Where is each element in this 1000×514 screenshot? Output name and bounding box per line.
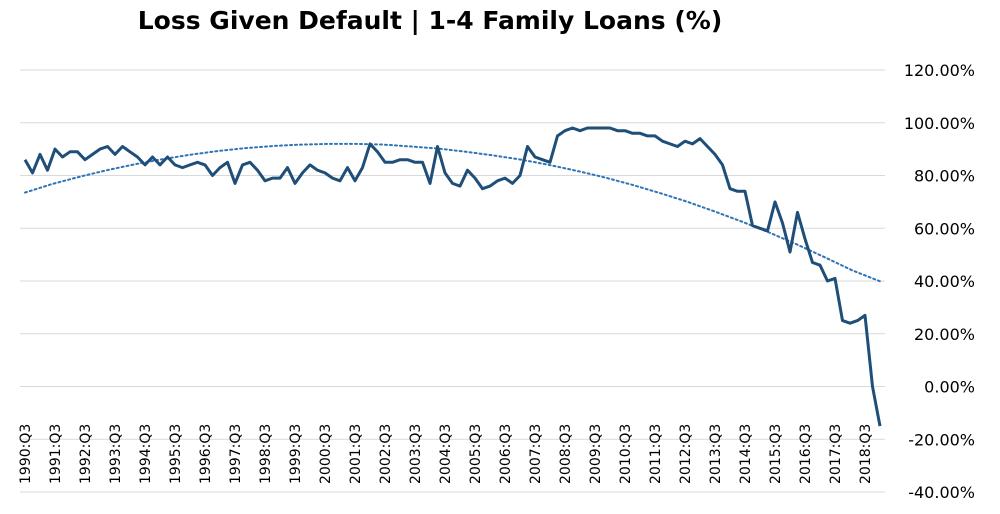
x-tick-label: 2003:Q3 xyxy=(408,424,424,484)
y-tick-label: 60.00% xyxy=(914,219,975,238)
y-tick-label: 120.00% xyxy=(904,61,975,80)
x-tick-label: 2018:Q3 xyxy=(858,424,874,484)
x-tick-label: 1992:Q3 xyxy=(78,424,94,484)
x-tick-label: 1991:Q3 xyxy=(48,424,64,484)
x-tick-label: 1994:Q3 xyxy=(138,424,154,484)
y-tick-label: 80.00% xyxy=(914,167,975,186)
x-tick-label: 2000:Q3 xyxy=(318,424,334,484)
x-tick-label: 2012:Q3 xyxy=(678,424,694,484)
trend-line xyxy=(24,142,881,283)
x-tick-label: 1999:Q3 xyxy=(288,424,304,484)
series-line xyxy=(23,126,882,427)
x-tick-label: 2010:Q3 xyxy=(618,424,634,484)
y-tick-label: 0.00% xyxy=(924,378,975,397)
x-tick-label: 1997:Q3 xyxy=(228,424,244,484)
x-tick-label: 2014:Q3 xyxy=(738,424,754,484)
y-tick-label: 20.00% xyxy=(914,325,975,344)
x-tick-label: 1998:Q3 xyxy=(258,424,274,484)
x-tick-label: 2004:Q3 xyxy=(438,424,454,484)
y-tick-label: 100.00% xyxy=(904,114,975,133)
x-tick-label: 2009:Q3 xyxy=(588,424,604,484)
y-tick-label: -20.00% xyxy=(908,430,975,449)
x-tick-label: 1993:Q3 xyxy=(108,424,124,484)
x-tick-label: 2011:Q3 xyxy=(648,424,664,484)
x-tick-label: 1990:Q3 xyxy=(18,424,34,484)
x-tick-label: 2001:Q3 xyxy=(348,424,364,484)
x-tick-label: 1995:Q3 xyxy=(168,424,184,484)
x-tick-label: 2015:Q3 xyxy=(768,424,784,484)
x-tick-label: 2006:Q3 xyxy=(498,424,514,484)
x-tick-label: 2017:Q3 xyxy=(828,424,844,484)
x-tick-label: 2002:Q3 xyxy=(378,424,394,484)
x-tick-label: 2007:Q3 xyxy=(528,424,544,484)
y-tick-label: -40.00% xyxy=(908,483,975,502)
x-tick-label: 2016:Q3 xyxy=(798,424,814,484)
x-tick-label: 2005:Q3 xyxy=(468,424,484,484)
chart-title: Loss Given Default | 1-4 Family Loans (%… xyxy=(137,6,723,35)
x-tick-label: 1996:Q3 xyxy=(198,424,214,484)
x-tick-label: 2008:Q3 xyxy=(558,424,574,484)
x-tick-label: 2013:Q3 xyxy=(708,424,724,484)
y-tick-label: 40.00% xyxy=(914,272,975,291)
